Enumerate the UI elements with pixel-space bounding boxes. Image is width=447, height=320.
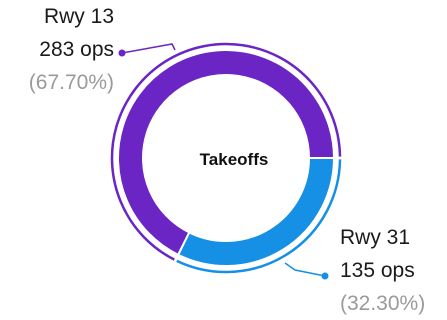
leader-lines — [118, 43, 329, 280]
center-label: Takeoffs — [200, 150, 269, 169]
slice-label-percent: (67.70%) — [29, 71, 114, 94]
donut-slice-rwy31[interactable] — [176, 157, 336, 267]
slice-label-value: 135 ops — [340, 259, 415, 282]
slice-label-name: Rwy 31 — [340, 226, 410, 249]
slice-label-rwy13: Rwy 13 283 ops (67.70%) — [29, 5, 114, 94]
slice-label-rwy31: Rwy 31 135 ops (32.30%) — [340, 226, 425, 315]
slice-highlight-arc — [176, 159, 342, 274]
leader-rwy31-dot — [321, 272, 329, 280]
donut-slices — [117, 49, 336, 267]
slice-highlight-arc — [110, 42, 342, 261]
leader-rwy31-line — [284, 262, 326, 277]
donut-slice-rwy13[interactable] — [117, 49, 336, 257]
slice-label-value: 283 ops — [39, 38, 114, 61]
leader-rwy13-dot — [118, 49, 126, 57]
leader-rwy13-line — [121, 43, 176, 54]
slice-highlight-arcs — [110, 42, 342, 274]
slice-label-percent: (32.30%) — [340, 292, 425, 315]
slice-label-name: Rwy 13 — [44, 5, 114, 28]
